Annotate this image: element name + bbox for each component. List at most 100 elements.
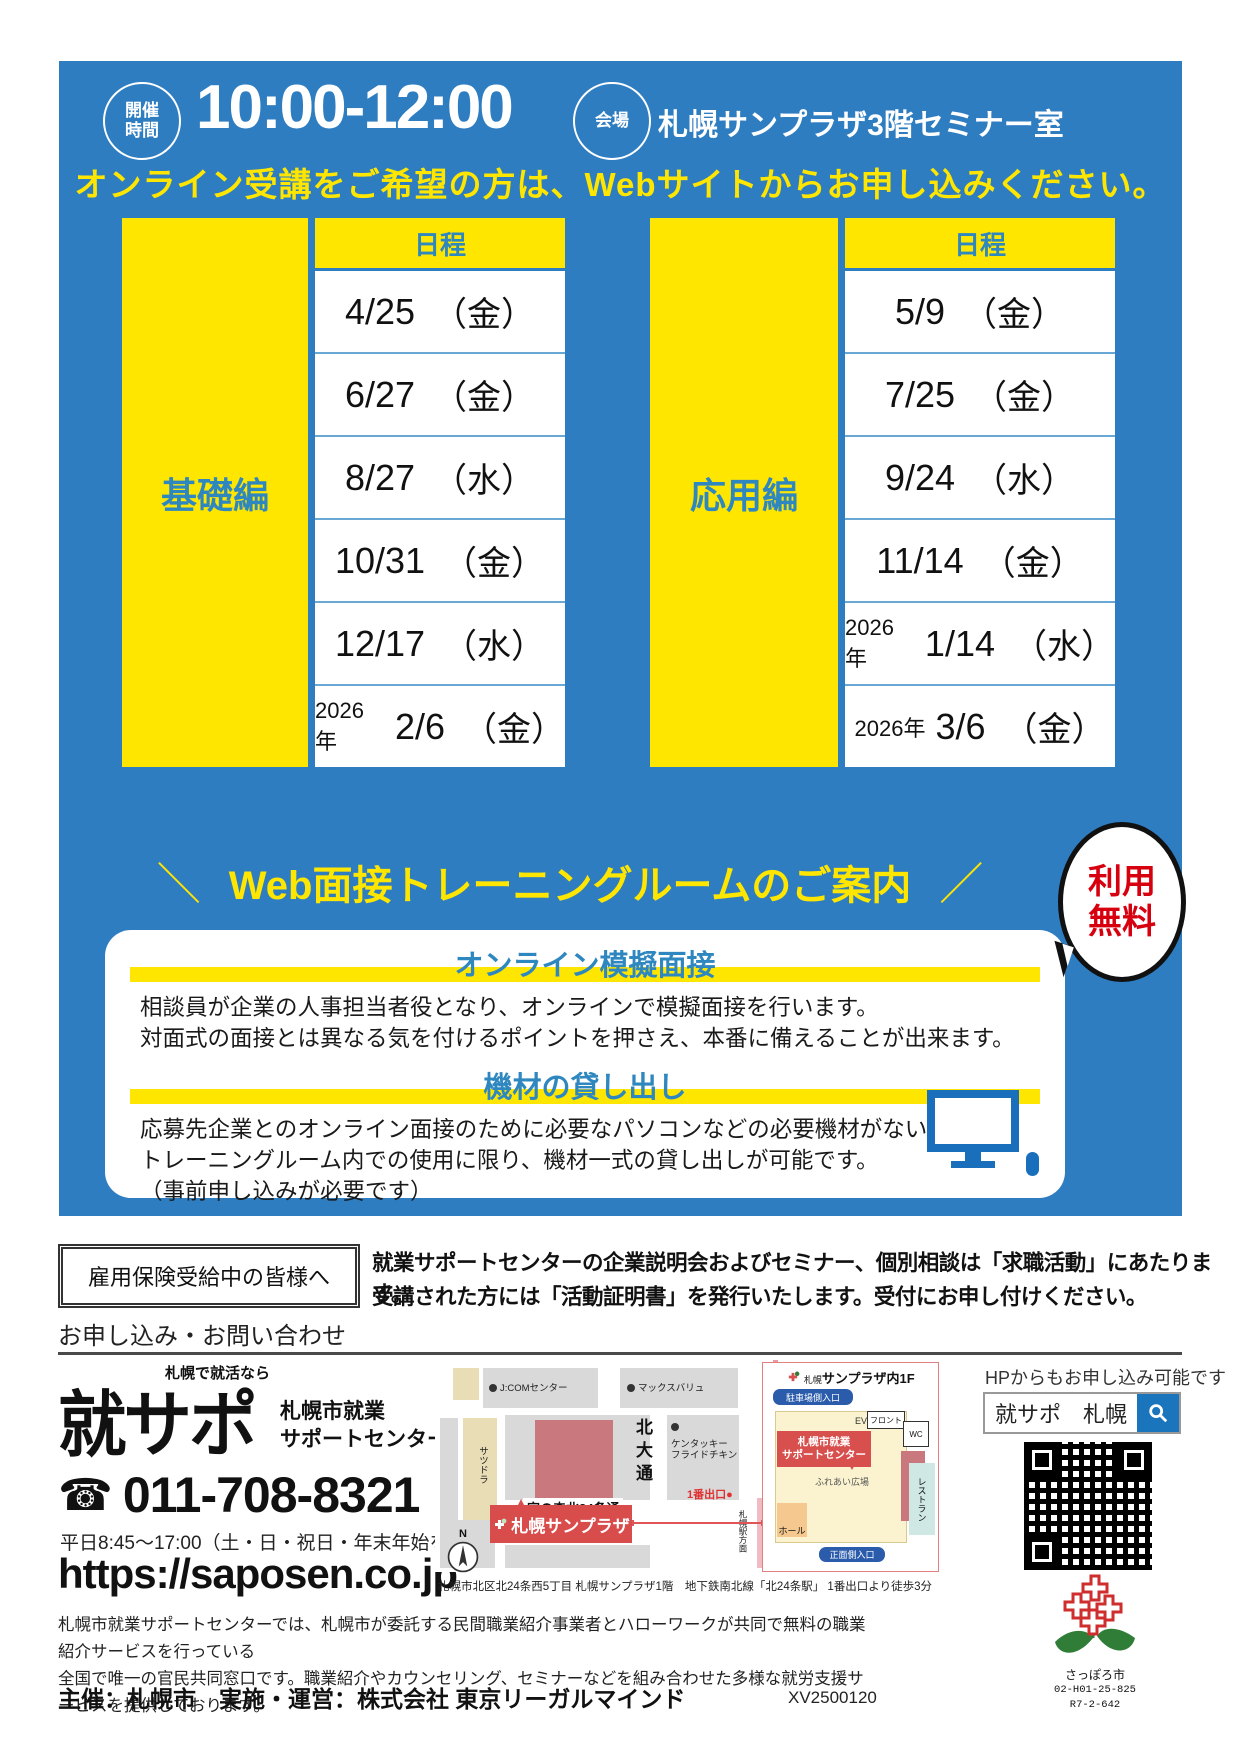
schedule-label-basic: 基礎編 (122, 218, 308, 767)
landmark-dot (627, 1384, 635, 1392)
map-landmark-tan: サツドラ (477, 1446, 488, 1484)
date-weekday: （水） (973, 462, 1076, 500)
date-value: 2/6 (394, 705, 445, 747)
floorplan-title-prefix: 札幌 (803, 1375, 822, 1385)
mock-interview-title: オンライン模擬面接 (454, 950, 716, 982)
free-use-badge: 利用 無料 (1044, 822, 1186, 982)
schedule-row: 11/14 （金） (845, 520, 1115, 603)
floorplan-title-main: サンプラザ内1F (821, 1371, 915, 1386)
date-value: 4/25 (344, 290, 416, 332)
date-value: 10/31 (334, 539, 426, 581)
landmark-dot (671, 1423, 679, 1431)
mock-line2: 対面式の面接とは異なる気を付けるポイントを押さえ、本番に備えることが出来ます。 (140, 1026, 1015, 1051)
date-weekday: （金） (963, 296, 1066, 334)
city-name: さっぽろ市 (1064, 1668, 1125, 1682)
sunplaza-building (535, 1420, 613, 1500)
monitor-icon (927, 1090, 1039, 1182)
center-description: 札幌市就業サポートセンターでは、札幌市が委託する民間職業紹介事業者とハローワーク… (58, 1612, 878, 1720)
horizontal-rule (58, 1352, 1182, 1355)
elevator-label: EV (855, 1416, 868, 1426)
street-kita-odori: 北大通 (633, 1418, 652, 1487)
date-weekday: （金） (433, 296, 536, 334)
registration-code-2: R7-2-642 (1069, 1699, 1121, 1711)
description-line1: 札幌市就業サポートセンターでは、札幌市が委託する民間職業紹介事業者とハローワーク… (58, 1616, 866, 1661)
search-box[interactable] (983, 1392, 1181, 1434)
date-weekday: （金） (1003, 711, 1106, 749)
mock-interview-text: 相談員が企業の人事担当者役となり、オンラインで模擬面接を行います。 対面式の面接… (105, 992, 1065, 1054)
org-line2: サポートセンター (280, 1428, 448, 1451)
search-input[interactable] (985, 1394, 1137, 1432)
search-icon (1149, 1404, 1168, 1423)
date-weekday: （金） (973, 379, 1076, 417)
map-caption: 札幌市北区北24条西5丁目 札幌サンプラザ1階 地下鉄南北線「北24条駅」 1番… (438, 1581, 932, 1593)
schedule-row: 9/24 （水） (845, 437, 1115, 520)
map-block (483, 1368, 598, 1408)
compass-icon: N (443, 1528, 483, 1577)
city-registration: さっぽろ市 02-H01-25-825 R7-2-642 (1040, 1668, 1150, 1713)
website-url[interactable]: https://saposen.co.jp (58, 1550, 458, 1597)
venue-badge-label: 会場 (595, 111, 629, 130)
monitor-screen (927, 1090, 1019, 1152)
schedule-row: 6/27 （金） (315, 354, 565, 437)
schedule-header-advanced: 日程 (845, 218, 1115, 268)
schedule-row: 12/17 （水） (315, 603, 565, 686)
map-block (505, 1545, 650, 1568)
insurance-box: 雇用保険受給中の皆様へ (58, 1244, 360, 1308)
qr-finder (1116, 1442, 1152, 1478)
date-value: 3/6 (935, 705, 986, 747)
date-year-prefix: 2026年 (315, 697, 364, 754)
mock-interview-heading: オンライン模擬面接 (105, 942, 1065, 984)
date-value: 1/14 (924, 622, 995, 664)
phone-icon: ☎ (58, 1470, 113, 1520)
schedule-row: 5/9 （金） (845, 271, 1115, 354)
wc-box: WC (903, 1421, 929, 1447)
venue-badge: 会場 (573, 82, 651, 160)
clover-icon (495, 1518, 507, 1529)
rental-line3: （事前申し込みが必要です） (140, 1179, 433, 1204)
insurance-line1: 就業サポートセンターの企業説明会およびセミナー、個別相談は「求職活動」にあたりま… (372, 1251, 1212, 1306)
phone-row: ☎ 011-708-8321 (58, 1466, 421, 1524)
registration-code-1: 02-H01-25-825 (1054, 1684, 1136, 1696)
map-landmark-3 (671, 1422, 682, 1433)
shusapo-logo: 就サポ (58, 1386, 258, 1466)
organizer-line: 主催：札幌市 実施・運営：株式会社 東京リーガルマインド (58, 1686, 686, 1712)
sunplaza-badge-label: 札幌サンプラザ (511, 1516, 630, 1536)
restaurant-box: レストラン (909, 1463, 935, 1535)
contact-heading: お申し込み・お問い合わせ (58, 1323, 346, 1350)
qr-code (1022, 1440, 1154, 1572)
yellow-underline-bar (130, 1089, 1040, 1104)
search-button[interactable] (1137, 1394, 1179, 1432)
yellow-underline-bar (130, 967, 1040, 982)
schedule-row: 2026年 3/6 （金） (845, 686, 1115, 767)
date-weekday: （水） (1013, 628, 1115, 666)
qr-finder (1024, 1442, 1060, 1478)
map-plan-connector (628, 1520, 767, 1526)
monitor-base (951, 1161, 995, 1168)
time-badge-line2: 時間 (125, 121, 159, 140)
date-value: 8/27 (344, 456, 416, 498)
support-center-box: 札幌市就業 サポートセンター (777, 1431, 871, 1470)
date-year-prefix: 2026年 (854, 715, 926, 741)
schedule-row: 4/25 （金） (315, 271, 565, 354)
schedule-row: 8/27 （水） (315, 437, 565, 520)
schedule-row: 10/31 （金） (315, 520, 565, 603)
logo-tagline: 札幌で就活なら (165, 1365, 271, 1382)
main-entrance-tag: 正面側入口 (819, 1547, 885, 1562)
qr-finder (1024, 1534, 1060, 1570)
phone-number[interactable]: 011-708-8321 (122, 1467, 421, 1523)
compass-n-label: N (459, 1528, 467, 1540)
front-desk-box: フロント (867, 1411, 905, 1429)
date-weekday: （金） (433, 379, 536, 417)
date-year-prefix: 2026年 (845, 614, 894, 671)
landmark-dot (489, 1384, 497, 1392)
left-slash-decoration: ＼ (156, 860, 201, 909)
date-weekday: （水） (443, 628, 546, 666)
date-weekday: （金） (981, 545, 1084, 583)
org-name: 札幌市就業 サポートセンター (280, 1398, 448, 1454)
date-value: 7/25 (884, 373, 956, 415)
date-value: 6/27 (344, 373, 416, 415)
date-weekday: （金） (463, 711, 565, 749)
floor-plan: 札幌サンプラザ内1F 駐車場側入口 EV フロント 札幌市就業 サポートセンター… (762, 1362, 939, 1572)
rental-line1: 応募先企業とのオンライン面接のために必要なパソコンなどの必要機材がない場合、 (140, 1117, 995, 1142)
